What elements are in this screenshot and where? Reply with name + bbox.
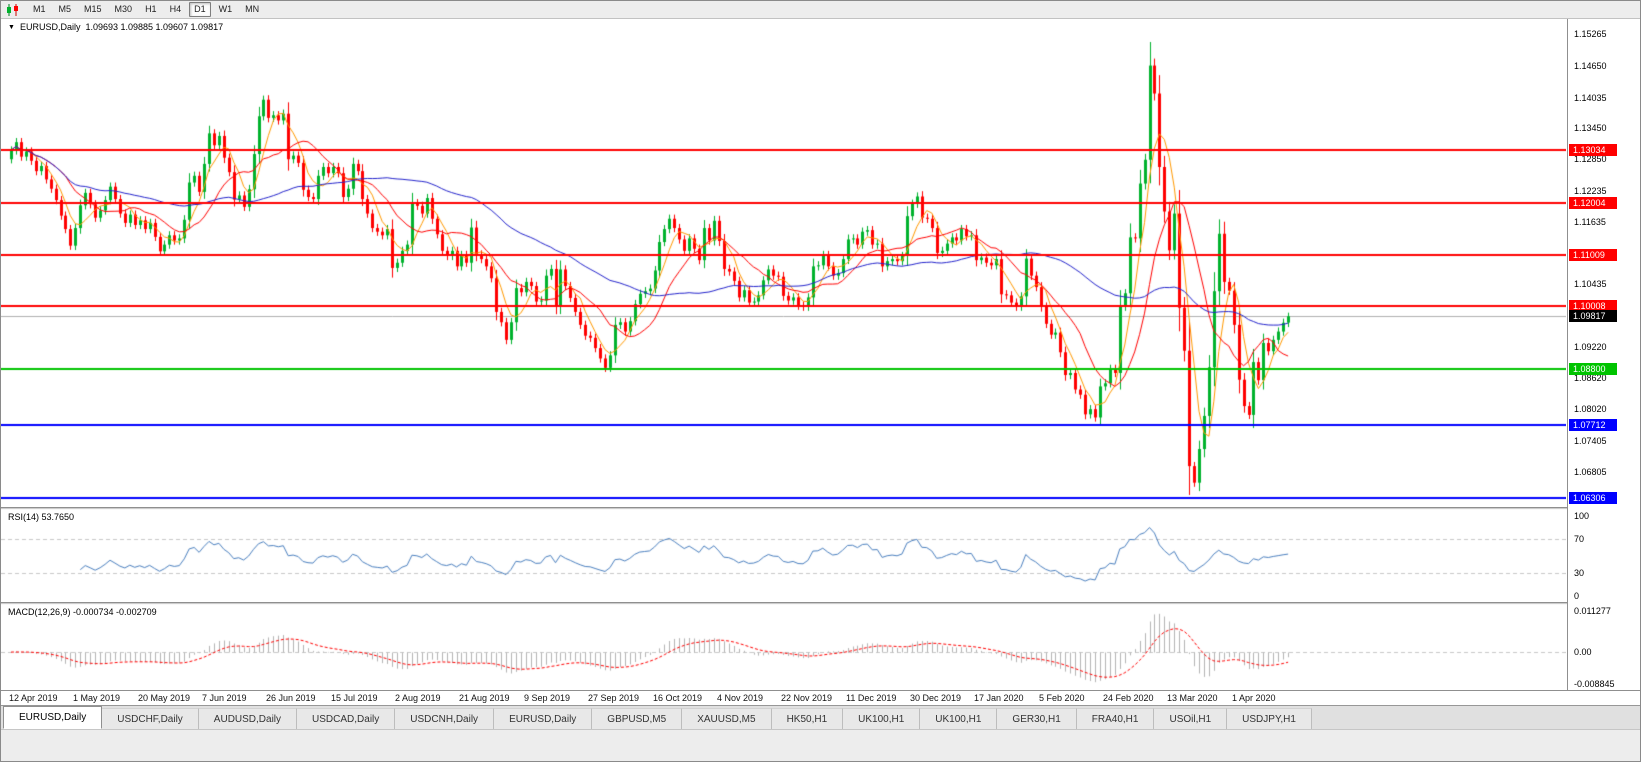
- time-axis-label: 12 Apr 2019: [9, 693, 58, 703]
- axis-tick-label: 1.08620: [1574, 373, 1607, 383]
- macd-indicator-label: MACD(12,26,9) -0.000734 -0.002709: [8, 607, 157, 617]
- time-axis-label: 17 Jan 2020: [974, 693, 1024, 703]
- time-axis-label: 2 Aug 2019: [395, 693, 441, 703]
- time-axis-label: 21 Aug 2019: [459, 693, 510, 703]
- pane-separator[interactable]: [1, 507, 1640, 510]
- price-axis[interactable]: 1.15265 1.14650 1.14035 1.13450 1.12850 1.122…: [1567, 19, 1640, 690]
- chart-tab-usoil-h1[interactable]: USOil,H1: [1154, 708, 1228, 729]
- chart-tab-fra40-h1[interactable]: FRA40,H1: [1076, 708, 1155, 729]
- price-line-badge: 1.13034: [1569, 144, 1617, 156]
- axis-tick-label: 1.12850: [1574, 154, 1607, 164]
- axis-tick-label: 1.14035: [1574, 93, 1607, 103]
- chart-tab-ger30-h1[interactable]: GER30,H1: [997, 708, 1077, 729]
- price-line-badge: 1.07712: [1569, 419, 1617, 431]
- macd-pane-canvas[interactable]: [1, 605, 1566, 690]
- axis-tick-label: 70: [1574, 534, 1585, 544]
- time-axis-label: 20 May 2019: [138, 693, 191, 703]
- axis-tick-label: 1.10435: [1574, 279, 1607, 289]
- time-axis-label: 15 Jul 2019: [331, 693, 378, 703]
- chart-tab-usdcnh-daily[interactable]: USDCNH,Daily: [395, 708, 495, 729]
- time-axis-label: 27 Sep 2019: [588, 693, 640, 703]
- chart-tab-gbpusd-m5[interactable]: GBPUSD,M5: [592, 708, 683, 729]
- chart-tab-usdcad-daily[interactable]: USDCAD,Daily: [297, 708, 396, 729]
- axis-tick-label: 1.08020: [1574, 404, 1607, 414]
- axis-tick-label: 30: [1574, 568, 1585, 578]
- axis-tick-label: 1.14650: [1574, 61, 1607, 71]
- timeframe-button-m30[interactable]: M30: [114, 4, 133, 14]
- time-axis-label: 30 Dec 2019: [910, 693, 962, 703]
- timeframe-button-m1[interactable]: M1: [33, 4, 46, 14]
- time-axis-label: 4 Nov 2019: [717, 693, 764, 703]
- axis-tick-label: 1.12235: [1574, 186, 1607, 196]
- timeframe-button-w1[interactable]: W1: [218, 4, 233, 14]
- time-axis-label: 24 Feb 2020: [1103, 693, 1154, 703]
- timeframe-button-m15[interactable]: M15: [84, 4, 102, 14]
- axis-tick-label: 1.13450: [1574, 123, 1607, 133]
- price-line-badge: 1.12004: [1569, 197, 1617, 209]
- timeframe-button-h1[interactable]: H1: [145, 4, 157, 14]
- chart-tab-uk100-h1[interactable]: UK100,H1: [920, 708, 998, 729]
- axis-tick-label: 1.11635: [1574, 217, 1606, 227]
- axis-tick-label: 1.15265: [1574, 29, 1607, 39]
- axis-tick-label: -0.008845: [1574, 679, 1615, 689]
- rsi-indicator-label: RSI(14) 53.7650: [8, 512, 75, 522]
- axis-tick-label: 0.011277: [1574, 606, 1611, 616]
- chart-symbol-label: EURUSD,Daily: [19, 22, 81, 32]
- time-axis-label: 13 Mar 2020: [1167, 693, 1218, 703]
- time-axis-label: 7 Jun 2019: [202, 693, 247, 703]
- price-line-badge: 1.11009: [1569, 249, 1617, 261]
- price-chart-canvas[interactable]: [1, 19, 1566, 507]
- timeframe-button-m5[interactable]: M5: [58, 4, 72, 14]
- chart-tabbar: EURUSD,Daily USDCHF,Daily AUDUSD,Daily USDC…: [1, 705, 1640, 729]
- price-line-badge: 1.08800: [1569, 363, 1617, 375]
- axis-tick-label: 1.09220: [1574, 342, 1607, 352]
- chart-dropdown-icon[interactable]: ▼: [8, 23, 15, 31]
- timeframe-button-mn[interactable]: MN: [245, 4, 260, 14]
- time-axis-label: 5 Feb 2020: [1039, 693, 1085, 703]
- rsi-pane-canvas[interactable]: [1, 510, 1566, 602]
- axis-tick-label: 0: [1574, 591, 1580, 601]
- time-axis[interactable]: 12 Apr 2019 1 May 2019 20 May 2019 7 Jun 20…: [1, 690, 1640, 705]
- chart-tab-uk100-h1[interactable]: UK100,H1: [843, 708, 921, 729]
- timeframe-button-h4[interactable]: H4: [169, 4, 182, 14]
- axis-tick-label: 100: [1574, 511, 1590, 521]
- chart-tab-usdchf-daily[interactable]: USDCHF,Daily: [102, 708, 199, 729]
- chart-tab-usdjpy-h1[interactable]: USDJPY,H1: [1227, 708, 1312, 729]
- chart-tab-eurusd-daily[interactable]: EURUSD,Daily: [494, 708, 593, 729]
- timeframe-buttons: M1 M5 M15 M30 H1 H4 D1 W1 MN: [28, 2, 264, 17]
- chart-ohlc-values: 1.09693 1.09885 1.09607 1.09817: [85, 22, 224, 32]
- axis-tick-label: 1.07405: [1574, 436, 1607, 446]
- time-axis-label: 26 Jun 2019: [266, 693, 316, 703]
- timeframe-button-d1[interactable]: D1: [189, 2, 211, 17]
- price-line-badge: 1.09817: [1569, 310, 1617, 322]
- candlestick-chart-icon[interactable]: [5, 3, 21, 16]
- time-axis-label: 16 Oct 2019: [653, 693, 703, 703]
- pane-separator[interactable]: [1, 602, 1640, 605]
- chart-title: ▼ EURUSD,Daily 1.09693 1.09885 1.09607 1…: [8, 22, 223, 32]
- chart-tab-hk50-h1[interactable]: HK50,H1: [771, 708, 844, 729]
- time-axis-label: 1 Apr 2020: [1232, 693, 1276, 703]
- time-axis-label: 1 May 2019: [73, 693, 121, 703]
- price-line-badge: 1.10008: [1569, 300, 1617, 312]
- time-axis-label: 22 Nov 2019: [781, 693, 833, 703]
- time-axis-label: 9 Sep 2019: [524, 693, 571, 703]
- time-axis-label: 11 Dec 2019: [846, 693, 897, 703]
- axis-tick-label: 0.00: [1574, 647, 1592, 657]
- axis-tick-label: 1.06805: [1574, 467, 1607, 477]
- chart-region: ▼ EURUSD,Daily 1.09693 1.09885 1.09607 1…: [1, 19, 1640, 705]
- chart-tab-xauusd-m5[interactable]: XAUUSD,M5: [682, 708, 772, 729]
- status-bar: [1, 729, 1640, 761]
- chart-tab-audusd-daily[interactable]: AUDUSD,Daily: [198, 708, 298, 729]
- chart-tab-eurusd-daily[interactable]: EURUSD,Daily: [3, 706, 103, 729]
- timeframe-toolbar: M1 M5 M15 M30 H1 H4 D1 W1 MN: [1, 1, 1640, 19]
- price-line-badge: 1.06306: [1569, 492, 1617, 504]
